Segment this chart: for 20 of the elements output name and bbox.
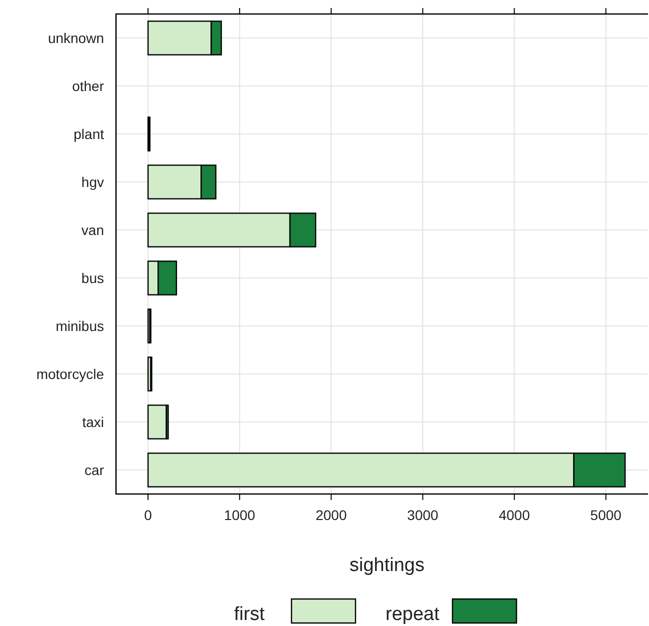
x-axis-title: sightings — [350, 555, 424, 576]
y-tick-label: plant — [74, 126, 104, 142]
y-tick-label: taxi — [82, 414, 104, 430]
y-tick-label: bus — [81, 270, 104, 286]
y-tick-label: minibus — [56, 318, 104, 334]
bar — [147, 404, 167, 440]
legend-label: first — [234, 604, 266, 625]
x-tick-label: 3000 — [407, 507, 439, 523]
y-tick-label: car — [84, 462, 104, 478]
x-tick-label: 1000 — [224, 507, 256, 523]
y-tick-label: motorcycle — [36, 366, 104, 382]
y-tick-label: hgv — [81, 174, 104, 190]
y-tick-label: van — [81, 222, 104, 238]
legend-label: repeat — [386, 604, 440, 625]
y-tick-label: unknown — [48, 30, 104, 46]
x-tick-label: 0 — [144, 507, 152, 523]
y-tick-label: other — [72, 78, 104, 94]
x-tick-label: 2000 — [316, 507, 347, 523]
x-tick-label: 5000 — [590, 507, 622, 523]
x-tick-label: 4000 — [498, 507, 530, 523]
